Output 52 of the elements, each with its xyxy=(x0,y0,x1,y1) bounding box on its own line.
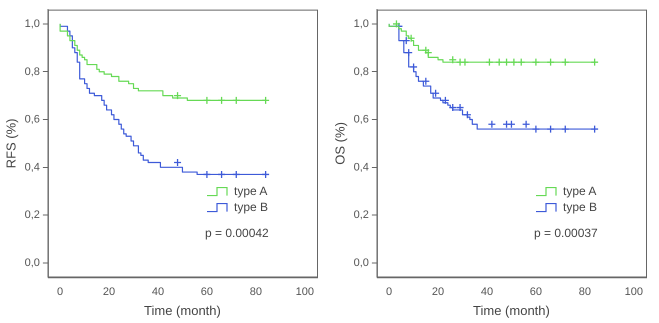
x-tick-label: 100 xyxy=(624,286,643,298)
point xyxy=(402,36,410,45)
legend-label: type B xyxy=(563,200,598,214)
y-tick-label: 0,8 xyxy=(24,66,40,78)
y-tick-label: 0,6 xyxy=(24,114,40,126)
annotation: p = 0.00037 xyxy=(534,226,598,240)
y-axis-title: RFS (%) xyxy=(3,118,18,168)
y-tick-label: 1,0 xyxy=(354,18,369,30)
point xyxy=(261,96,270,105)
point xyxy=(173,158,182,167)
point xyxy=(392,20,401,28)
point xyxy=(441,96,450,105)
legend-label: type A xyxy=(234,184,268,198)
x-tick-label: 80 xyxy=(578,286,591,298)
x-tick-label: 20 xyxy=(102,286,116,298)
x-tick-label: 20 xyxy=(432,286,444,298)
point xyxy=(202,96,212,105)
y-tick-label: 0,4 xyxy=(24,161,40,174)
x-tick-label: 40 xyxy=(152,286,164,298)
point xyxy=(448,103,457,112)
x-tick-label: 0 xyxy=(386,286,392,298)
point xyxy=(448,56,457,64)
point xyxy=(522,120,530,128)
point xyxy=(488,120,496,128)
legend-label: type A xyxy=(563,184,596,198)
point xyxy=(507,120,516,128)
y-tick-label: 0,2 xyxy=(354,209,369,222)
x-tick-label: 40 xyxy=(480,286,494,298)
y-axis-title: OS (%) xyxy=(332,122,348,165)
x-tick-label: 0 xyxy=(57,286,64,298)
y-tick-label: 0,8 xyxy=(354,66,369,78)
point xyxy=(422,77,430,86)
legend-label: type B xyxy=(234,200,268,214)
point xyxy=(217,96,226,105)
annotation: p = 0.00042 xyxy=(205,226,270,240)
x-tick-label: 80 xyxy=(250,286,262,298)
x-tick-label: 100 xyxy=(296,286,314,298)
x-axis-title: Time (month) xyxy=(144,302,221,318)
y-tick-label: 0,2 xyxy=(24,209,40,222)
point xyxy=(456,103,464,112)
y-tick-label: 0,6 xyxy=(354,114,369,126)
point xyxy=(431,89,440,98)
y-tick-label: 0,4 xyxy=(354,161,369,174)
x-tick-label: 60 xyxy=(200,286,214,298)
x-tick-label: 60 xyxy=(530,286,542,298)
y-tick-label: 1,0 xyxy=(24,18,40,30)
y-tick-label: 0,0 xyxy=(354,256,369,269)
point xyxy=(502,120,511,128)
point xyxy=(173,91,182,100)
x-axis-title: Time (month) xyxy=(473,302,550,318)
y-tick-label: 0,0 xyxy=(24,256,40,269)
point xyxy=(406,34,416,42)
